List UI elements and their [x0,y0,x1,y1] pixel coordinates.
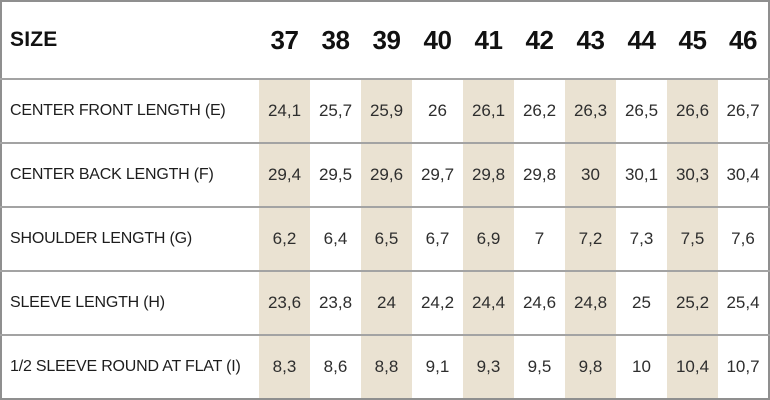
size-column-38: 38 [321,24,350,55]
cell-value: 26,1 [463,79,514,143]
cell-value: 24,4 [463,271,514,335]
cell-value: 25,2 [667,271,718,335]
size-header-label: SIZE [10,28,58,51]
cell-value: 29,5 [318,165,353,184]
cell-value: 9,1 [425,357,450,376]
cell-value: 30,4 [726,165,760,184]
cell-value: 24,1 [259,79,310,143]
table-row-center-back-length: CENTER BACK LENGTH (F) 29,4 29,5 29,6 29… [1,143,769,207]
size-column-44: 44 [627,24,656,55]
size-column-45: 45 [678,24,707,55]
cell-value: 26,3 [565,79,616,143]
cell-value: 23,8 [318,293,353,312]
cell-value: 29,7 [420,165,455,184]
cell-value: 6,5 [361,207,412,271]
size-column-37: 37 [270,24,299,55]
size-column-40: 40 [423,24,452,55]
cell-value: 7,6 [731,229,755,248]
cell-value: 6,7 [425,229,450,248]
cell-value: 8,6 [323,357,348,376]
cell-value: 29,8 [463,143,514,207]
cell-value: 25,9 [361,79,412,143]
cell-value: 6,4 [323,229,348,248]
header-row: SIZE 37 38 39 40 41 42 43 44 45 46 [1,1,769,79]
cell-value: 24,2 [420,293,455,312]
cell-value: 25,7 [318,101,353,120]
cell-value: 10,7 [726,357,760,376]
cell-value: 26,7 [726,101,760,120]
cell-value: 6,2 [259,207,310,271]
table-row-sleeve-length: SLEEVE LENGTH (H) 23,6 23,8 24 24,2 24,4… [1,271,769,335]
size-column-39: 39 [372,24,401,55]
cell-value: 26,5 [624,101,659,120]
size-column-43: 43 [576,24,605,55]
row-label: SHOULDER LENGTH (G) [10,230,192,247]
cell-value: 6,9 [463,207,514,271]
table-row-center-front-length: CENTER FRONT LENGTH (E) 24,1 25,7 25,9 2… [1,79,769,143]
cell-value: 29,8 [522,165,557,184]
cell-value: 30,1 [624,165,659,184]
cell-value: 26,6 [667,79,718,143]
cell-value: 25,4 [726,293,760,312]
row-label: CENTER BACK LENGTH (F) [10,166,214,183]
cell-value: 9,8 [565,335,616,399]
cell-value: 8,3 [259,335,310,399]
size-column-42: 42 [525,24,554,55]
cell-value: 24 [361,271,412,335]
cell-value: 10 [632,357,651,376]
cell-value: 7,3 [629,229,654,248]
cell-value: 7 [534,229,545,248]
size-column-46: 46 [729,24,757,55]
row-label: 1/2 SLEEVE ROUND AT FLAT (I) [10,358,241,375]
cell-value: 24,8 [565,271,616,335]
cell-value: 9,3 [463,335,514,399]
cell-value: 25 [632,293,651,312]
cell-value: 7,5 [667,207,718,271]
row-label: CENTER FRONT LENGTH (E) [10,102,226,119]
row-label: SLEEVE LENGTH (H) [10,294,165,311]
cell-value: 10,4 [667,335,718,399]
cell-value: 24,6 [522,293,557,312]
cell-value: 26 [428,101,447,120]
table-row-shoulder-length: SHOULDER LENGTH (G) 6,2 6,4 6,5 6,7 6,9 … [1,207,769,271]
cell-value: 30 [565,143,616,207]
table-row-half-sleeve-round: 1/2 SLEEVE ROUND AT FLAT (I) 8,3 8,6 8,8… [1,335,769,399]
cell-value: 29,6 [361,143,412,207]
cell-value: 7,2 [565,207,616,271]
cell-value: 8,8 [361,335,412,399]
cell-value: 9,5 [527,357,552,376]
cell-value: 30,3 [667,143,718,207]
size-column-41: 41 [474,24,503,55]
cell-value: 29,4 [259,143,310,207]
cell-value: 26,2 [522,101,557,120]
cell-value: 23,6 [259,271,310,335]
